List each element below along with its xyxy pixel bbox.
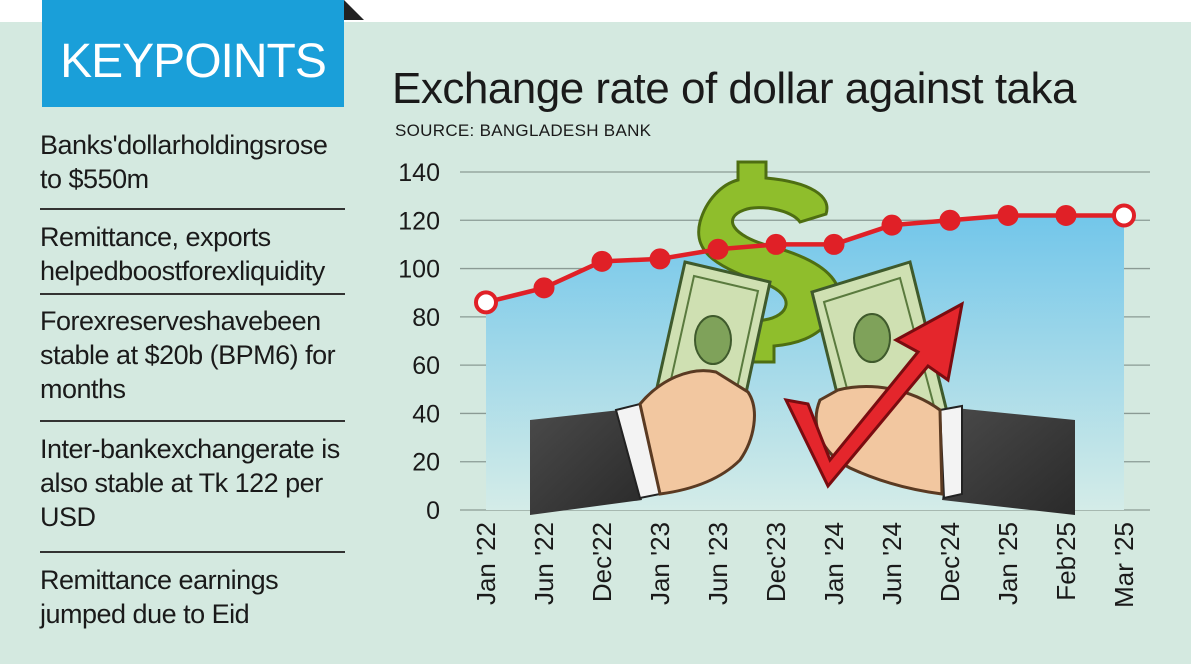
rising-arrow-icon [783,301,965,489]
data-point [1112,203,1136,228]
keypoint-item: Inter-bankexchangerate is also stable at… [40,434,340,532]
x-tick-label: Jan '22 [471,522,501,605]
y-tick-label: 20 [412,449,440,477]
data-point [591,250,613,272]
x-tick-label: Jun '23 [703,522,733,605]
x-tick-label: Jun '22 [529,522,559,605]
x-tick-label: Dec'24 [935,522,965,602]
line-series [474,203,1136,315]
y-tick-label: 0 [426,497,440,525]
keypoint-item: Remittance, exports helpedboostforexliqu… [40,222,325,286]
y-tick-label: 120 [398,207,440,235]
y-tick-label: 100 [398,256,440,284]
keypoints-tab-fold [344,0,364,20]
data-point [939,209,961,231]
right-hand-icon [814,385,1075,515]
keypoints-tab [42,0,344,107]
data-point [533,277,555,299]
x-tick-label: Mar '25 [1109,522,1139,608]
keypoint-item: Banks'dollarholdingsrose to $550m [40,130,328,194]
x-tick-label: Jan '23 [645,522,675,605]
keypoint-item: Forexreserveshavebeen stable at $20b (BP… [40,306,336,404]
keypoints-title: KEYPOINTS [60,35,327,88]
keypoint-divider [40,420,345,422]
data-point [881,214,903,236]
x-tick-label: Jun '24 [877,522,907,605]
keypoint-divider [40,551,345,553]
chart-source: SOURCE: BANGLADESH BANK [395,121,652,140]
x-tick-label: Feb'25 [1051,522,1081,601]
data-point [649,248,671,270]
data-point [823,233,845,255]
data-point [997,204,1019,226]
x-tick-label: Jan '24 [819,522,849,605]
y-tick-label: 40 [412,400,440,428]
chart-title: Exchange rate of dollar against taka [392,64,1077,113]
y-tick-label: 80 [412,304,440,332]
x-tick-label: Jan '25 [993,522,1023,605]
data-point [1055,204,1077,226]
money-illustration [530,160,1075,515]
y-tick-label: 140 [398,159,440,187]
data-point [474,290,498,315]
data-point [707,238,729,260]
x-tick-label: Dec'22 [587,522,617,602]
keypoint-item: Remittance earnings jumped due to Eid [40,565,279,629]
keypoint-divider [40,208,345,210]
data-point [765,233,787,255]
left-hand-icon [530,369,756,515]
y-tick-label: 60 [412,352,440,380]
x-tick-label: Dec'23 [761,522,791,602]
axes: 0 20 40 60 80 100 120 140 Jan '22 Jun '22 Dec'22 Ja… [398,159,1139,608]
keypoint-divider [40,293,345,295]
